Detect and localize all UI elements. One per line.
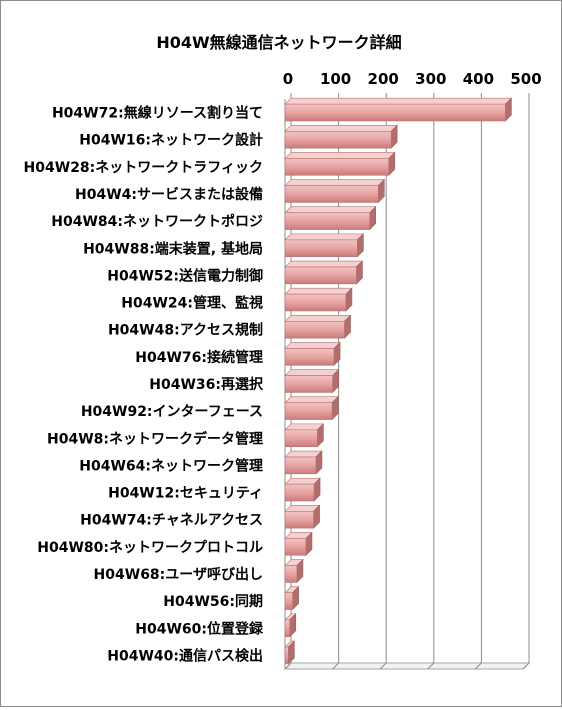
bar-top-face <box>284 233 365 241</box>
bar-top-face <box>284 396 339 404</box>
bar <box>284 103 506 122</box>
category-label: H04W92:インターフェース <box>81 404 263 420</box>
gridline-foot <box>475 662 482 670</box>
bar <box>284 131 392 149</box>
bar <box>284 429 318 448</box>
gridline-foot <box>284 662 292 670</box>
bar-top-face <box>284 369 340 376</box>
bar <box>284 592 293 610</box>
x-axis-ticks: 0 100 200 300 400 500 <box>283 70 542 88</box>
bars <box>284 97 513 665</box>
category-label: H04W68:ユーザ呼び出し <box>94 566 263 583</box>
bar <box>284 402 333 420</box>
category-label: H04W64:ネットワーク管理 <box>79 457 263 474</box>
category-label: H04W76:接続管理 <box>135 349 263 366</box>
bar <box>284 212 371 230</box>
category-label: H04W8:ネットワークデータ管理 <box>47 430 263 447</box>
bar-top-face <box>284 287 353 295</box>
x-tick-label: 100 <box>320 70 351 88</box>
bar-top-face <box>284 179 386 186</box>
bar <box>284 320 345 339</box>
bar <box>284 510 314 529</box>
gridline-foot <box>332 662 339 670</box>
category-label: H04W60:位置登録 <box>135 620 264 637</box>
bar <box>284 646 289 665</box>
bar <box>284 239 358 258</box>
gridline-foot <box>427 662 435 670</box>
bar <box>284 538 307 556</box>
category-label: H04W40:通信パス検出 <box>107 647 263 664</box>
bar <box>284 375 333 393</box>
bar-top-face <box>284 314 352 322</box>
bar-top-face <box>284 125 398 132</box>
bar <box>284 565 298 583</box>
category-label: H04W88:端末装置, 基地局 <box>83 240 263 257</box>
chart-floor <box>283 662 531 670</box>
category-label: H04W52:送信電力制御 <box>107 267 263 284</box>
category-label: H04W74:チャネルアクセス <box>80 513 263 529</box>
x-tick-label: 400 <box>463 70 494 88</box>
bar-top-face <box>284 152 396 159</box>
category-label: H04W16:ネットワーク設計 <box>79 132 263 149</box>
bar <box>284 619 291 637</box>
x-tick-label: 300 <box>415 70 446 88</box>
category-label: H04W28:ネットワークトラフィック <box>24 160 263 176</box>
x-tick-label: 500 <box>510 70 541 88</box>
bar <box>284 185 379 203</box>
bar-top-face <box>284 423 325 431</box>
bar-top-face <box>284 206 377 214</box>
category-label: H04W4:サービスまたは設備 <box>75 186 263 203</box>
bar-top-face <box>284 260 364 268</box>
gridline-foot <box>379 662 387 670</box>
bar <box>284 456 317 475</box>
bar-top-face <box>284 97 513 105</box>
category-label: H04W80:ネットワークプロトコル <box>37 540 263 556</box>
category-label: H04W84:ネットワークトポロジ <box>51 213 263 230</box>
category-label: H04W36:再選択 <box>149 376 264 393</box>
category-label: H04W24:管理、監視 <box>121 295 263 312</box>
x-tick-label: 200 <box>368 70 399 88</box>
bar-top-face <box>284 342 341 349</box>
bar <box>284 483 315 502</box>
bar <box>284 348 335 366</box>
category-labels: H04W72:無線リソース割り当て H04W16:ネットワーク設計 H04W28:ネ… <box>24 105 264 665</box>
category-label: H04W12:セキュリティ <box>108 486 263 502</box>
category-label: H04W48:アクセス規制 <box>108 322 263 339</box>
bar-top-face <box>284 450 323 458</box>
category-label: H04W56:同期 <box>163 594 263 610</box>
bar <box>284 266 357 285</box>
bar <box>284 158 390 176</box>
bar <box>284 293 347 312</box>
category-label: H04W72:無線リソース割り当て <box>52 105 263 122</box>
gridline-foot <box>522 662 530 670</box>
x-tick-label: 0 <box>283 70 293 88</box>
chart-title: H04W無線通信ネットワーク詳細 <box>156 33 401 52</box>
